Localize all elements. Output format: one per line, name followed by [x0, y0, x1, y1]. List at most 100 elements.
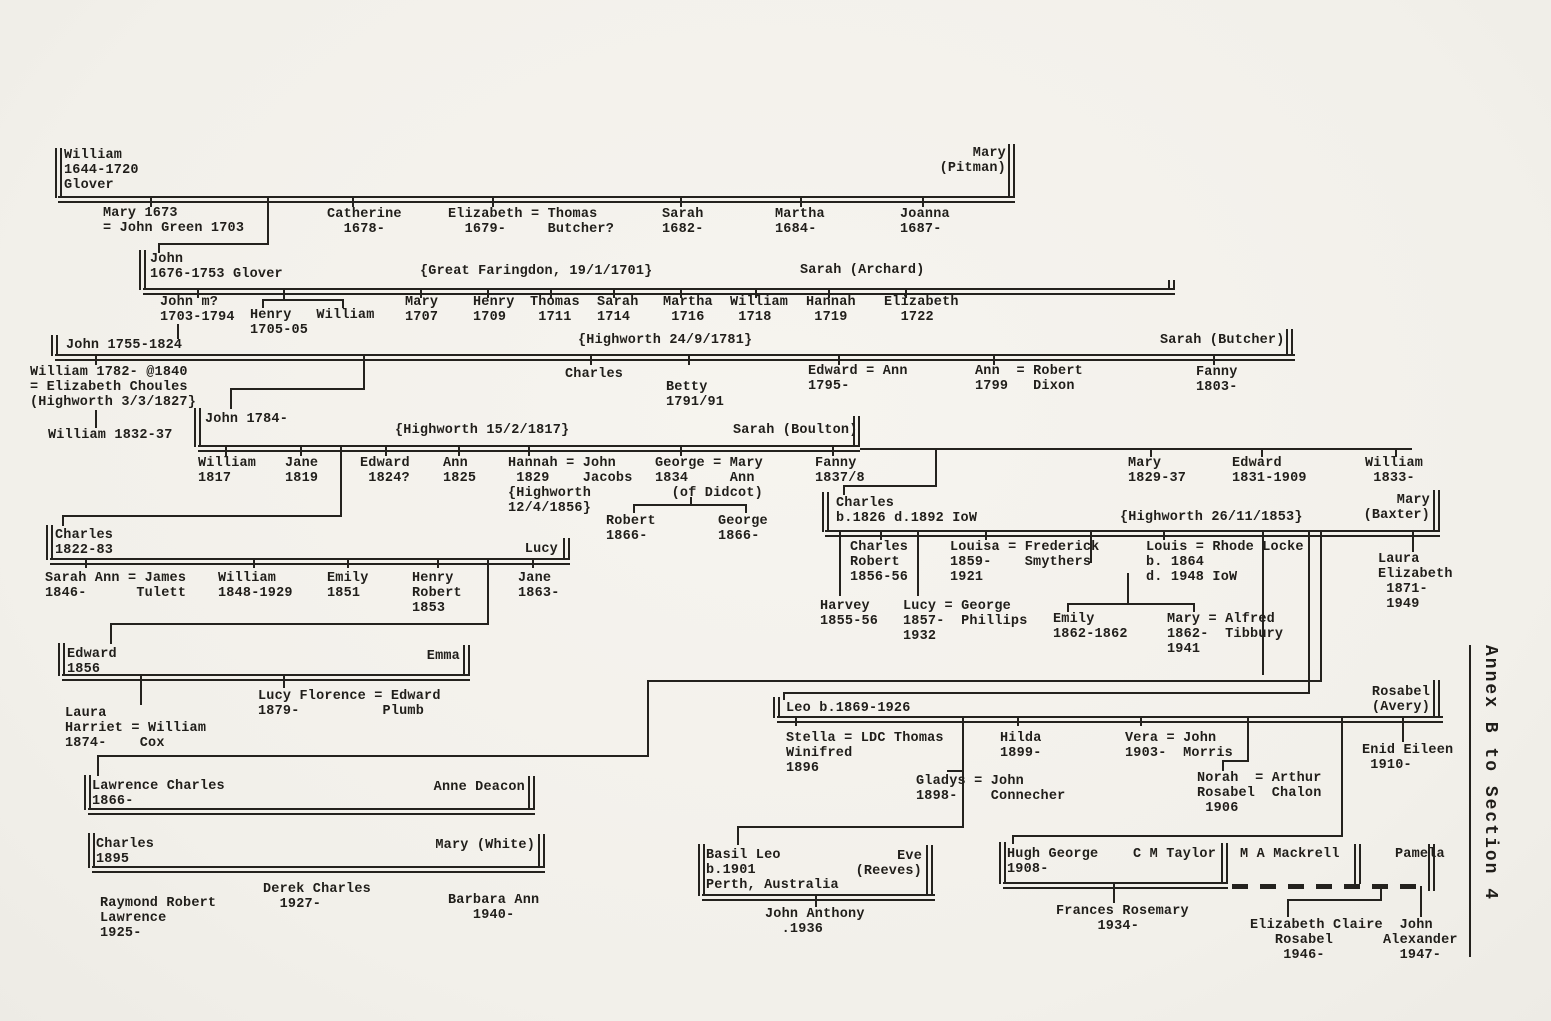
person-william-1833: William 1833-	[1365, 456, 1424, 486]
tree-line	[698, 844, 705, 896]
tree-line	[1221, 843, 1228, 884]
tree-line	[800, 198, 802, 207]
tree-line	[832, 447, 834, 456]
person-henry-robert-1853: Henry Robert 1853	[412, 571, 462, 616]
tree-line	[283, 674, 285, 688]
person-william-1718: William 1718	[730, 295, 789, 325]
tree-line	[795, 716, 797, 726]
tree-line	[843, 485, 845, 495]
tree-line	[822, 492, 829, 532]
bar-mackrell-pamela-dashed	[1232, 884, 1428, 889]
tree-line	[828, 290, 830, 298]
person-william-1782: William 1782- @1840 = Elizabeth Choules …	[30, 365, 197, 410]
person-anne-deacon: Anne Deacon	[433, 780, 525, 795]
person-william-glover-1644: William 1644-1720 Glover	[64, 148, 139, 193]
person-rosabel-avery: Rosabel (Avery)	[1371, 685, 1430, 715]
person-emily-1862: Emily 1862-1862	[1053, 612, 1128, 642]
tree-line	[283, 290, 285, 299]
tree-line	[1247, 716, 1249, 762]
tree-line	[538, 834, 545, 868]
tree-line	[197, 290, 199, 298]
person-george-1866: George 1866-	[718, 514, 768, 544]
tree-line	[1287, 899, 1382, 901]
tree-line	[690, 497, 692, 506]
tree-line	[962, 716, 964, 828]
tree-line	[688, 356, 690, 365]
tree-line	[110, 623, 112, 644]
marriage-note-highworth-1853: {Highworth 26/11/1853}	[1120, 510, 1303, 525]
tree-line	[253, 558, 255, 568]
tree-line	[1402, 716, 1404, 742]
tree-line	[84, 775, 91, 810]
tree-line	[1067, 603, 1193, 605]
tree-line	[110, 623, 489, 625]
tree-line	[532, 558, 534, 568]
person-edward-1831: Edward 1831-1909	[1232, 456, 1307, 486]
tree-line	[737, 826, 739, 845]
person-mary-pitman: Mary (Pitman)	[939, 146, 1006, 176]
tree-line	[737, 826, 964, 828]
person-charles-1826: Charles b.1826 d.1892 IoW	[836, 496, 978, 526]
tree-line	[1193, 603, 1195, 612]
tree-line	[1433, 490, 1440, 532]
tree-line	[1012, 835, 1014, 844]
tree-line	[342, 299, 344, 308]
tree-line	[352, 198, 354, 207]
tree-line	[926, 845, 933, 896]
person-hugh-george-1908: Hugh George 1908-	[1007, 847, 1099, 877]
tree-line	[773, 697, 780, 718]
bar-charles-1822-lucy	[50, 558, 570, 565]
person-lucy-1857: Lucy = George 1857- Phillips 1932	[903, 599, 1028, 644]
person-laura-elizabeth-1871: Laura Elizabeth 1871- 1949	[1378, 552, 1453, 612]
person-ann-1799: Ann = Robert 1799 Dixon	[975, 364, 1083, 394]
tree-line	[88, 833, 95, 868]
person-mary-white: Mary (White)	[435, 838, 535, 853]
tree-line	[1222, 760, 1249, 762]
tree-line	[340, 447, 342, 517]
person-ann-1825: Ann 1825	[443, 456, 477, 486]
tree-line	[528, 776, 535, 810]
tree-line	[1308, 530, 1310, 694]
tree-line	[51, 335, 58, 356]
person-edward-1795: Edward = Ann 1795-	[808, 364, 908, 394]
tree-line	[225, 447, 227, 456]
tree-line	[1163, 530, 1165, 540]
person-john-alexander-1947: John Alexander 1947-	[1383, 918, 1458, 963]
tree-line	[680, 447, 682, 456]
person-martha-1716: Martha 1716	[663, 295, 713, 325]
tree-line	[97, 755, 99, 776]
person-charles-robert-1856: Charles Robert 1856-56	[850, 540, 909, 585]
person-hilda-1899: Hilda 1899-	[1000, 731, 1042, 761]
person-frances-rosemary-1934: Frances Rosemary 1934-	[1056, 904, 1189, 934]
tree-line	[158, 243, 160, 253]
children-line-right	[860, 448, 1412, 450]
bar-edward-1856-emma	[62, 674, 470, 681]
tree-line	[1150, 448, 1152, 457]
person-lawrence-charles-1866: Lawrence Charles 1866-	[92, 779, 225, 809]
tree-line	[1395, 448, 1397, 457]
tree-line	[905, 290, 907, 298]
person-william-1817: William 1817	[198, 456, 257, 486]
tree-line	[815, 894, 817, 907]
person-charles-1822: Charles 1822-83	[55, 528, 114, 558]
tree-line	[1090, 530, 1092, 563]
bar-william-glover-mary-pitman	[58, 196, 1015, 203]
person-edward-1824: Edward 1824?	[360, 456, 410, 486]
marriage-note-highworth-1817: {Highworth 15/2/1817}	[395, 423, 570, 438]
person-edward-1856: Edward 1856	[67, 647, 117, 677]
person-sarah-boulton: Sarah (Boulton)	[733, 423, 858, 438]
tree-line	[95, 356, 97, 365]
person-fanny-1837: Fanny 1837/8	[815, 456, 865, 486]
person-laura-harriet-1874: Laura Harriet = William 1874- Cox	[65, 706, 207, 751]
tree-line	[95, 410, 97, 428]
tree-line	[1354, 844, 1361, 884]
tree-line	[230, 388, 232, 409]
person-gladys-1898: Gladys = John 1898- Connecher	[916, 774, 1066, 804]
tree-line	[58, 643, 65, 676]
tree-line	[1341, 716, 1343, 837]
tree-line	[437, 558, 439, 568]
tree-line	[838, 356, 840, 365]
bar-charles-1826-mary-baxter	[825, 530, 1440, 537]
tree-line	[140, 674, 142, 705]
tree-line	[262, 299, 264, 308]
